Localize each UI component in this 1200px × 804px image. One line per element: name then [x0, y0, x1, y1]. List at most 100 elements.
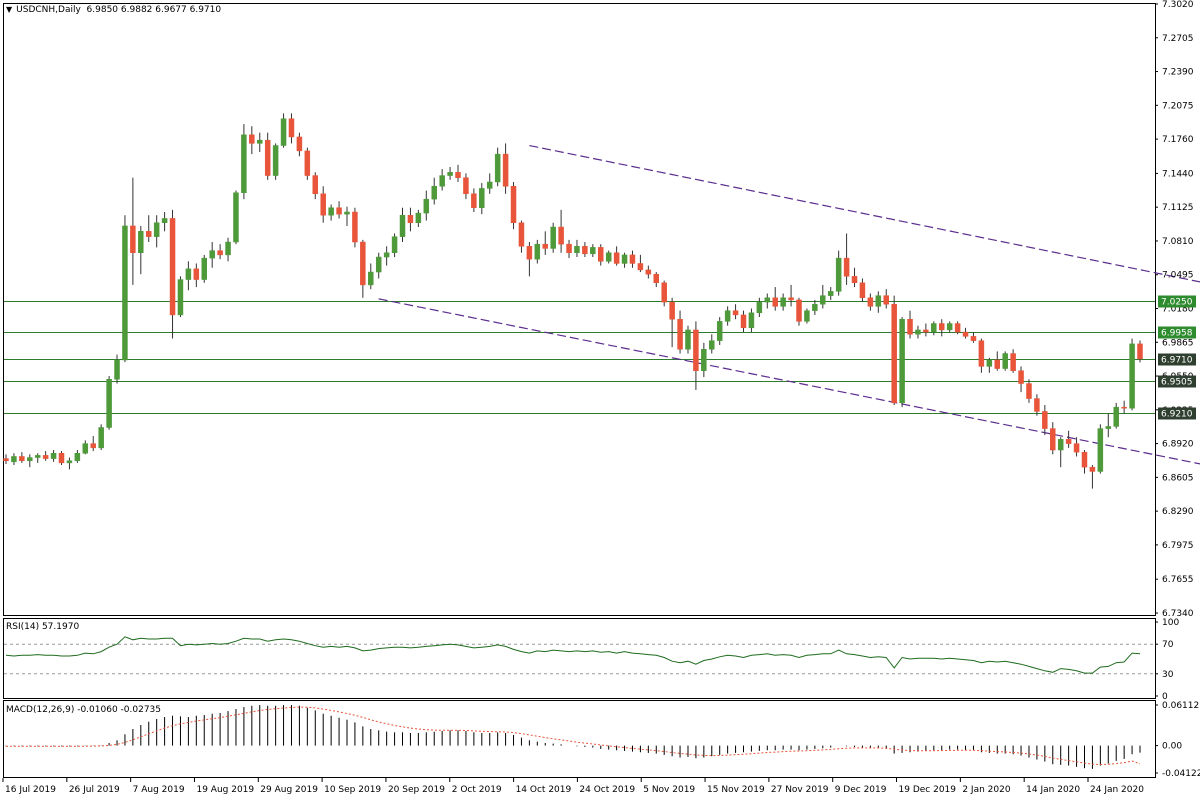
- candle-body: [796, 299, 802, 322]
- candle: [34, 453, 41, 463]
- candle: [820, 284, 826, 309]
- candle: [1105, 413, 1112, 438]
- time-tick-label: 24 Jan 2020: [1090, 785, 1144, 795]
- time-tick-label: 10 Sep 2019: [324, 785, 381, 795]
- time-tick-label: 2 Oct 2019: [452, 785, 502, 795]
- candle: [1026, 379, 1032, 403]
- candle: [637, 254, 644, 273]
- candle-body: [1050, 428, 1056, 451]
- candle-body: [106, 379, 112, 428]
- candle: [138, 225, 144, 275]
- time-tick-label: 14 Oct 2019: [516, 785, 572, 795]
- candle-body: [1097, 428, 1104, 472]
- candle: [978, 338, 985, 373]
- symbol-info[interactable]: ▼ USDCNH,Daily 6.9850 6.9882 6.9677 6.971…: [6, 5, 221, 15]
- candle: [566, 239, 572, 259]
- rsi-indicator: 100 70 30 0: [4, 618, 1179, 702]
- candle: [843, 233, 850, 285]
- candle-body: [145, 231, 152, 237]
- candle-body: [764, 297, 771, 303]
- candle-body: [130, 225, 136, 253]
- candle-body: [978, 340, 985, 367]
- candle: [867, 293, 874, 311]
- candle: [510, 181, 517, 230]
- price-axis: 7.3020 7.2705 7.2390 7.2075 7.1760 7.1440 7.11…: [1155, 0, 1194, 619]
- price-level-tag: [1158, 326, 1196, 339]
- candle-body: [621, 254, 628, 264]
- candle: [788, 284, 794, 307]
- rsi-tick-label: 0: [1162, 692, 1168, 702]
- candle-body: [98, 427, 104, 449]
- dropdown-triangle-icon[interactable]: ▼: [6, 5, 13, 14]
- candle-body: [193, 268, 200, 280]
- candle: [574, 239, 580, 258]
- candle: [550, 222, 556, 253]
- candle: [431, 177, 437, 205]
- candle-body: [502, 153, 509, 187]
- price-tick-label: 7.2705: [1162, 34, 1194, 44]
- trend-channel[interactable]: [378, 144, 1200, 526]
- candle: [296, 132, 303, 157]
- candle-body: [899, 318, 905, 404]
- candle-body: [732, 310, 739, 316]
- candle-body: [27, 457, 33, 461]
- candle-body: [304, 150, 311, 176]
- price-level-tag: [1158, 353, 1196, 366]
- candle-body: [724, 310, 731, 322]
- channel-line[interactable]: [378, 298, 1200, 525]
- candle: [336, 201, 342, 219]
- candle-body: [994, 359, 1001, 369]
- candle-body: [177, 279, 184, 316]
- candle: [479, 183, 485, 215]
- time-tick-label: 29 Aug 2019: [260, 785, 318, 795]
- candle-body: [780, 297, 786, 307]
- candle-body: [336, 207, 342, 215]
- candle-body: [835, 257, 842, 292]
- candle: [756, 297, 763, 318]
- time-tick-label: 19 Aug 2019: [196, 785, 254, 795]
- candle-body: [716, 321, 723, 341]
- candle: [272, 143, 279, 180]
- candle-body: [407, 214, 414, 223]
- candle: [931, 321, 937, 336]
- candle: [740, 310, 747, 333]
- candle-body: [169, 218, 176, 316]
- candle: [962, 327, 969, 339]
- candle-body: [693, 329, 699, 371]
- price-level-labels: 7.0250 6.9958 6.9710 6.9505 6.9210: [1158, 295, 1196, 420]
- candle: [423, 190, 430, 221]
- candle: [352, 207, 358, 248]
- candle: [233, 190, 239, 245]
- candle-body: [1002, 353, 1008, 369]
- candle: [812, 299, 818, 315]
- candle: [447, 166, 453, 180]
- candle-body: [19, 456, 25, 462]
- price-level-tag: [1158, 407, 1196, 420]
- candle-body: [42, 455, 49, 459]
- candle-body: [74, 452, 81, 462]
- candle: [709, 334, 715, 354]
- candle-body: [257, 139, 263, 144]
- channel-line[interactable]: [529, 144, 1200, 344]
- candle: [153, 215, 160, 248]
- candle-body: [954, 323, 961, 333]
- candle: [439, 169, 445, 191]
- candle: [407, 207, 414, 232]
- candle: [1097, 424, 1104, 474]
- candle: [986, 357, 993, 373]
- candle-body: [1057, 439, 1064, 451]
- candle-body: [709, 340, 715, 350]
- price-tick-label: 6.8605: [1162, 473, 1194, 483]
- candle-body: [883, 295, 889, 305]
- price-tick-label: 6.9865: [1162, 338, 1194, 348]
- candle: [169, 209, 176, 339]
- candle: [161, 212, 168, 232]
- candle-body: [875, 295, 882, 307]
- time-tick-label: 9 Dec 2019: [835, 785, 887, 795]
- candle-body: [34, 455, 41, 458]
- candle-body: [804, 310, 810, 322]
- candle: [145, 215, 152, 243]
- candle: [875, 291, 882, 313]
- candle-body: [391, 236, 398, 253]
- candle: [399, 207, 406, 243]
